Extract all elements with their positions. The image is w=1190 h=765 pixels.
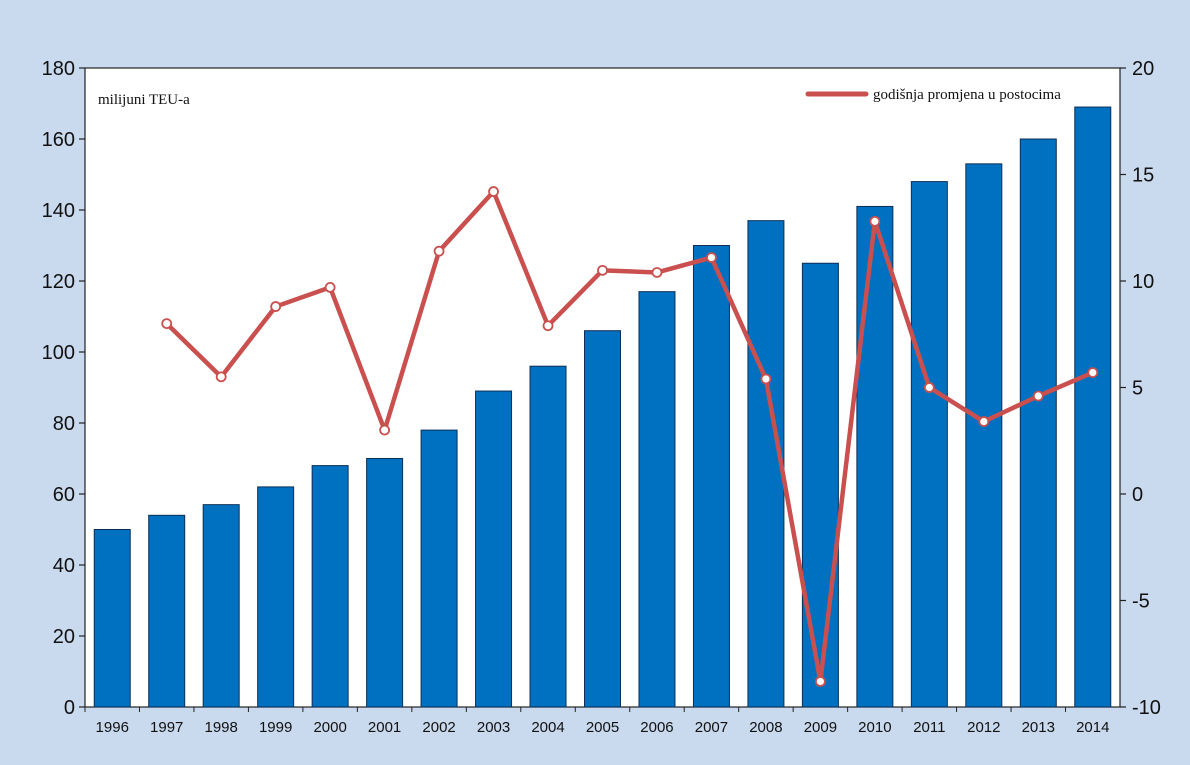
line-point xyxy=(324,281,336,293)
line-point xyxy=(923,382,935,393)
y-left-tick-label: 40 xyxy=(53,555,75,577)
x-tick-label: 2010 xyxy=(858,719,891,736)
line-point xyxy=(161,318,173,330)
x-tick-label: 1997 xyxy=(150,719,183,736)
bar xyxy=(420,429,458,708)
y-left-tick-label: 180 xyxy=(42,58,75,80)
x-tick-label: 2013 xyxy=(1022,719,1055,736)
line-point xyxy=(379,424,391,436)
bar xyxy=(366,458,404,708)
y-right-tick-label: -5 xyxy=(1132,591,1150,613)
line-layer xyxy=(161,186,1099,687)
x-tick-label: 2014 xyxy=(1076,719,1109,736)
y-left-tick-label: 100 xyxy=(42,342,75,364)
line-point xyxy=(270,301,282,312)
line-point xyxy=(978,416,990,427)
bar xyxy=(638,291,676,708)
bar xyxy=(584,330,621,708)
line-point xyxy=(706,252,717,263)
bar xyxy=(1019,138,1057,708)
line-point xyxy=(488,186,499,197)
bar xyxy=(475,390,513,708)
x-tick-label: 2008 xyxy=(749,719,782,736)
bar xyxy=(148,514,186,708)
x-tick-label: 2001 xyxy=(368,719,401,736)
x-tick-label: 2004 xyxy=(531,719,564,736)
x-tick-label: 2007 xyxy=(695,719,728,736)
bar xyxy=(692,245,730,708)
line-point xyxy=(542,320,554,332)
bar xyxy=(747,220,785,708)
y-right-tick-label: 15 xyxy=(1132,165,1154,187)
bar xyxy=(257,486,295,708)
line-point xyxy=(597,264,608,276)
bar xyxy=(529,365,567,708)
x-tick-label: 2003 xyxy=(477,719,510,736)
y-left-tick-label: 120 xyxy=(42,271,75,293)
x-tick-label: 2006 xyxy=(640,719,673,736)
y-right-tick-label: 20 xyxy=(1132,58,1154,80)
y-right-tick-label: -10 xyxy=(1132,697,1161,719)
line-point xyxy=(433,245,445,257)
y-left-tick-label: 60 xyxy=(53,484,75,506)
axes-layer: 0 20 40 60 80 100 120 140 160 180 -10 -5 0 5 10 15 20 199… xyxy=(42,58,1161,736)
line-point xyxy=(760,373,772,385)
legend: godišnja promjena u postocima xyxy=(805,87,1061,103)
x-tick-label: 2011 xyxy=(913,719,945,736)
bar xyxy=(202,504,240,708)
y-left-tick-label: 160 xyxy=(42,129,75,151)
y-right-tick-label: 10 xyxy=(1132,271,1154,293)
y-left-tick-label: 80 xyxy=(53,413,75,435)
legend-label: godišnja promjena u postocima xyxy=(873,87,1061,103)
bar xyxy=(856,205,894,708)
bar xyxy=(311,465,349,708)
y-left-tick-label: 0 xyxy=(64,697,75,719)
y-right-tick-label: 0 xyxy=(1132,484,1143,506)
line-point xyxy=(869,215,881,227)
line-point xyxy=(814,676,826,687)
unit-label: milijuni TEU-a xyxy=(98,92,190,108)
line-point xyxy=(1032,390,1044,402)
line-point xyxy=(651,267,663,278)
bar xyxy=(93,529,131,708)
y-left-tick-label: 20 xyxy=(53,626,75,648)
bar xyxy=(1074,106,1112,708)
series-line xyxy=(165,189,1094,684)
x-tick-label: 1998 xyxy=(204,719,237,736)
line-point xyxy=(1087,367,1099,378)
x-tick-label: 2000 xyxy=(313,719,346,736)
bar xyxy=(910,181,948,708)
x-tick-label: 1999 xyxy=(259,719,292,736)
x-tick-label: 2005 xyxy=(586,719,619,736)
x-tick-label: 2002 xyxy=(422,719,455,736)
bar xyxy=(801,262,839,708)
y-right-tick-label: 5 xyxy=(1132,378,1143,400)
x-tick-label: 2012 xyxy=(967,719,1000,736)
x-tick-label: 2009 xyxy=(804,719,837,736)
y-left-tick-label: 140 xyxy=(42,200,75,222)
x-tick-label: 1996 xyxy=(96,719,129,736)
bar xyxy=(965,163,1003,708)
bars-layer xyxy=(93,106,1112,708)
line-point xyxy=(215,371,227,383)
